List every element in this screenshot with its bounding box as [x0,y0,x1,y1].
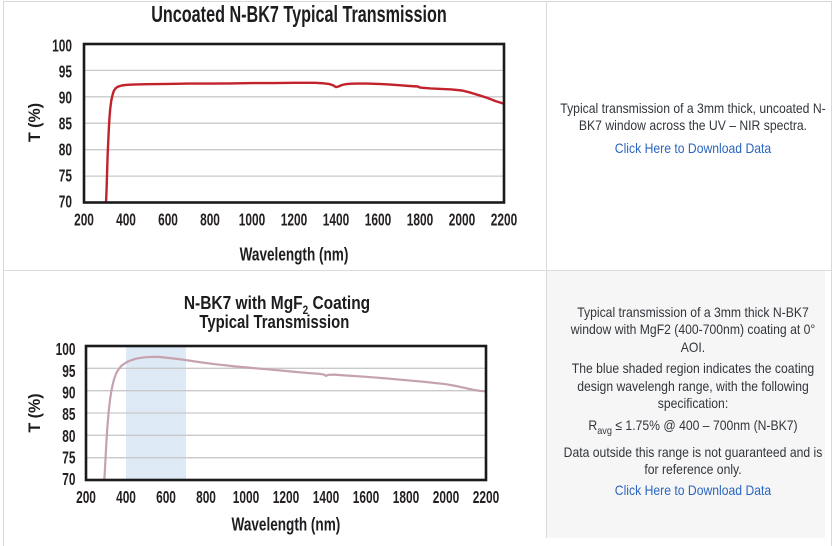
svg-text:T (%): T (%) [26,393,44,432]
svg-text:95: 95 [62,362,75,382]
svg-text:600: 600 [158,210,178,230]
svg-text:400: 400 [116,210,136,230]
svg-text:600: 600 [156,488,176,508]
svg-text:1800: 1800 [407,210,433,230]
svg-text:1000: 1000 [233,488,259,508]
svg-text:800: 800 [196,488,216,508]
svg-text:90: 90 [62,383,75,403]
svg-text:N-BK7 with MgF2 Coating: N-BK7 with MgF2 Coating [184,292,370,318]
svg-text:75: 75 [59,166,72,186]
svg-text:T (%): T (%) [26,103,44,142]
svg-text:1200: 1200 [273,488,299,508]
svg-text:Typical Transmission: Typical Transmission [199,311,349,332]
svg-text:1800: 1800 [393,488,419,508]
svg-text:80: 80 [62,427,75,447]
svg-text:1400: 1400 [313,488,339,508]
svg-text:100: 100 [52,36,72,56]
svg-text:1000: 1000 [239,210,265,230]
svg-text:2000: 2000 [433,488,459,508]
svg-text:1400: 1400 [323,210,349,230]
svg-text:200: 200 [74,210,94,230]
svg-text:70: 70 [59,192,72,212]
svg-text:85: 85 [62,405,75,425]
svg-text:800: 800 [200,210,220,230]
svg-text:75: 75 [62,448,75,468]
svg-text:Wavelength (nm): Wavelength (nm) [240,246,349,265]
svg-text:70: 70 [62,470,75,490]
svg-text:80: 80 [59,140,72,160]
svg-text:1200: 1200 [281,210,307,230]
svg-text:1600: 1600 [365,210,391,230]
svg-text:1600: 1600 [353,488,379,508]
svg-text:2200: 2200 [473,488,499,508]
svg-text:90: 90 [59,88,72,108]
svg-text:400: 400 [116,488,136,508]
svg-text:Wavelength (nm): Wavelength (nm) [232,516,341,535]
svg-text:100: 100 [56,340,76,360]
svg-text:95: 95 [59,62,72,82]
svg-text:2000: 2000 [449,210,475,230]
svg-text:85: 85 [59,114,72,134]
svg-text:Uncoated N-BK7 Typical Transmi: Uncoated N-BK7 Typical Transmission [151,2,447,27]
svg-text:2200: 2200 [491,210,517,230]
svg-text:200: 200 [76,488,96,508]
